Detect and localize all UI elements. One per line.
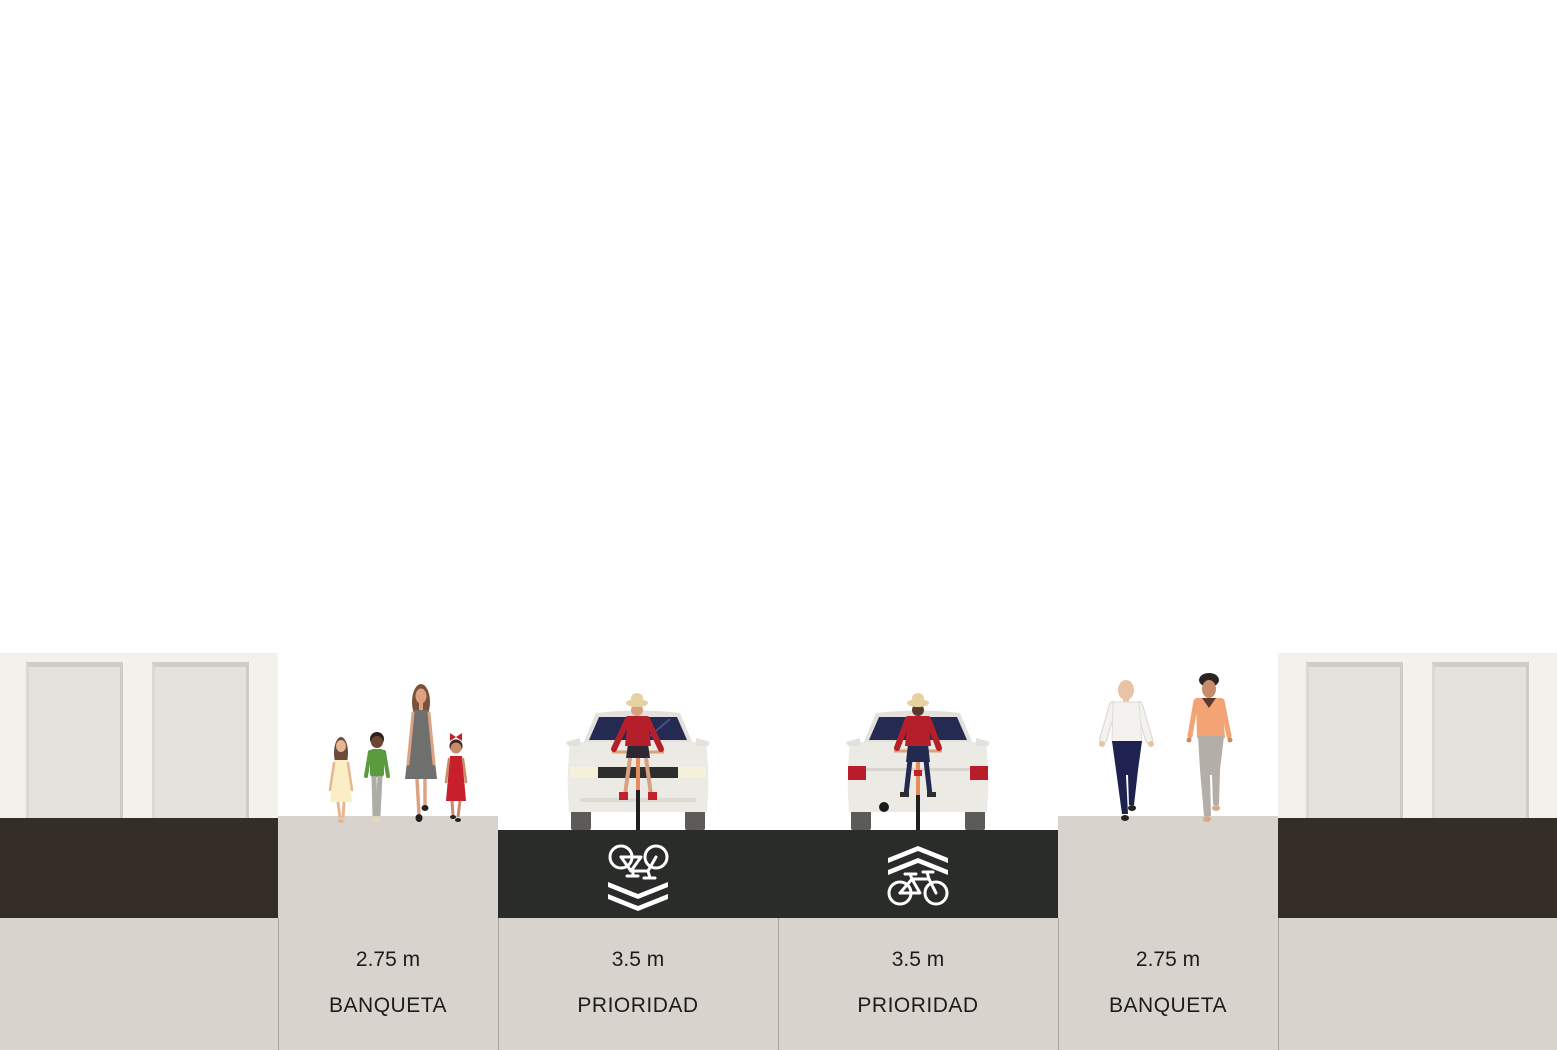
sharrow-up-icon	[887, 846, 949, 906]
segment-width: 2.75 m	[355, 948, 421, 971]
building-window	[26, 662, 123, 818]
segment-divider	[778, 918, 779, 1050]
cyclist-rear-view	[894, 693, 942, 830]
segment-width: 3.5 m	[891, 948, 945, 971]
pedestrian-girl-cream-dress	[328, 737, 354, 823]
building-right-base	[1278, 818, 1557, 918]
building-left-base	[0, 818, 278, 918]
pedestrian-woman-gray-dress	[405, 684, 437, 822]
building-right	[1278, 653, 1557, 818]
pedestrian-man-white-shirt	[1099, 680, 1154, 821]
segment-label-sidewalk-left: 2.75 m BANQUETA	[278, 918, 498, 1050]
segment-divider	[278, 918, 279, 1050]
segment-name: BANQUETA	[329, 994, 447, 1017]
building-window	[1306, 662, 1403, 818]
building-window	[1432, 662, 1529, 818]
segment-label-lane-2: 3.5 m PRIORIDAD	[778, 918, 1058, 1050]
segment-name: PRIORIDAD	[577, 994, 699, 1017]
roadway	[498, 830, 1058, 918]
segment-divider	[1058, 918, 1059, 1050]
pedestrian-girl-red-dress	[444, 733, 468, 822]
segment-name: PRIORIDAD	[857, 994, 979, 1017]
pedestrian-child-green-shirt	[364, 732, 390, 823]
building-left	[0, 653, 278, 818]
sidewalk-right	[1058, 816, 1278, 918]
pedestrian-person-orange-shirt	[1186, 673, 1233, 822]
building-window	[152, 662, 249, 818]
sharrow-down-icon	[608, 844, 669, 911]
segment-label-sidewalk-right: 2.75 m BANQUETA	[1058, 918, 1278, 1050]
segment-label-lane-1: 3.5 m PRIORIDAD	[498, 918, 778, 1050]
cyclist-front-view	[611, 693, 664, 830]
segment-divider	[498, 918, 499, 1050]
segment-width: 2.75 m	[1135, 948, 1201, 971]
segment-name: BANQUETA	[1109, 994, 1227, 1017]
segment-divider	[1278, 918, 1279, 1050]
segment-width: 3.5 m	[611, 948, 665, 971]
sidewalk-left	[278, 816, 498, 918]
